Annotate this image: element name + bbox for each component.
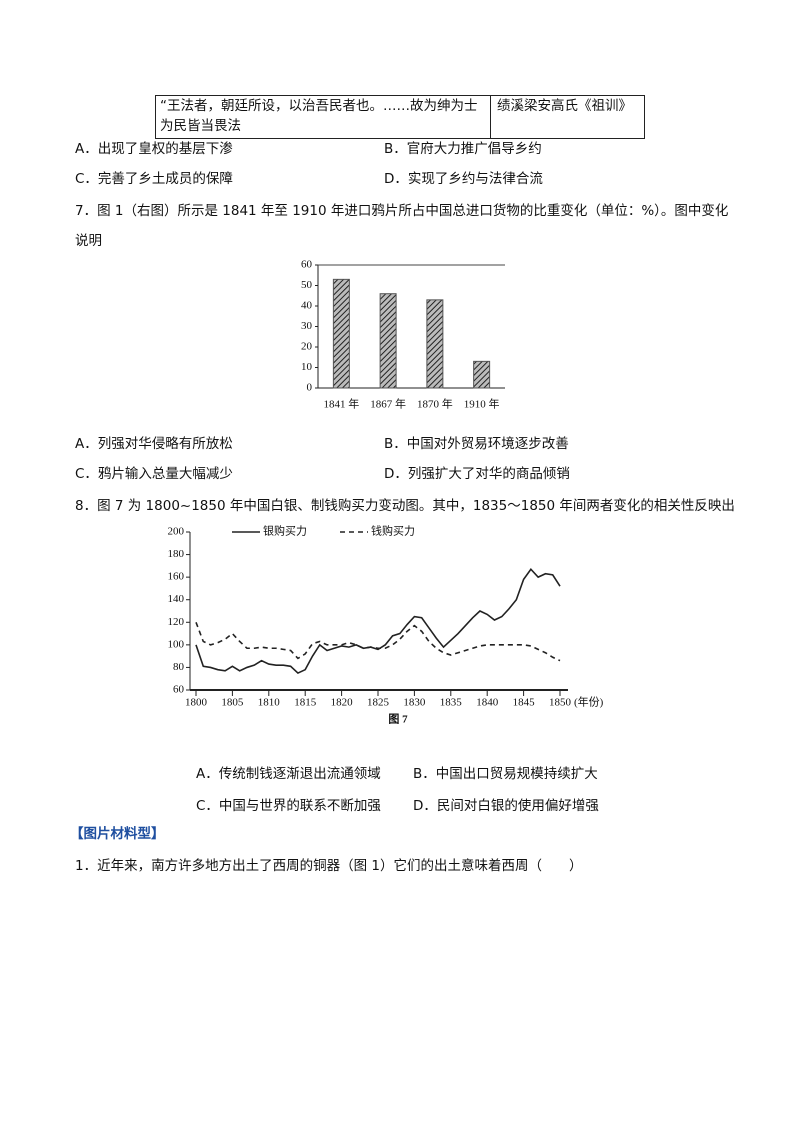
option: B．中国出口贸易规模持续扩大 xyxy=(413,766,598,782)
y-tick-label: 160 xyxy=(168,571,185,583)
y-tick-label: 20 xyxy=(301,341,313,353)
x-tick-label: 1867 年 xyxy=(370,397,406,411)
x-tick-label: 1805 xyxy=(221,697,244,709)
x-axis-label: (年份) xyxy=(574,695,604,709)
question: 1．近年来，南方许多地方出土了西周的铜器（图 1）它们的出土意味着西周（ ） xyxy=(75,858,583,874)
x-tick-label: 1850 xyxy=(549,697,572,709)
x-tick-label: 1820 xyxy=(331,697,354,709)
quote-table: “王法者，朝廷所设，以治吾民者也。……故为绅为士为民皆当畏法 绩溪梁安高氏《祖训… xyxy=(155,95,645,139)
y-tick-label: 50 xyxy=(301,279,313,291)
line xyxy=(195,567,561,675)
option: B．官府大力推广倡导乡约 xyxy=(384,141,542,157)
legend-label: 银购买力 xyxy=(263,524,307,538)
option: D．实现了乡约与法律合流 xyxy=(384,171,543,187)
y-tick-label: 120 xyxy=(168,616,185,628)
legend-label: 钱购买力 xyxy=(371,524,415,538)
y-tick-label: 60 xyxy=(173,684,185,696)
option: A．传统制钱逐渐退出流通领域 xyxy=(196,766,381,782)
bar xyxy=(332,278,350,389)
x-tick-label: 1840 xyxy=(476,697,499,709)
y-tick-label: 180 xyxy=(168,548,185,560)
option: C．鸦片输入总量大幅减少 xyxy=(75,466,233,482)
y-tick-label: 0 xyxy=(307,382,313,394)
bar xyxy=(473,360,491,389)
x-tick-label: 1825 xyxy=(367,697,390,709)
option: C．中国与世界的联系不断加强 xyxy=(196,798,381,814)
y-tick-label: 140 xyxy=(168,593,185,605)
y-tick-label: 40 xyxy=(301,300,313,312)
x-tick-label: 1870 年 xyxy=(417,397,453,411)
table-cell: 绩溪梁安高氏《祖训》 xyxy=(497,98,632,114)
x-tick-label: 1845 xyxy=(513,697,536,709)
x-tick-label: 1835 xyxy=(440,697,463,709)
x-tick-label: 1841 年 xyxy=(324,397,360,411)
x-tick-label: 1830 xyxy=(403,697,426,709)
y-tick-label: 200 xyxy=(168,526,185,538)
y-tick-label: 80 xyxy=(173,661,185,673)
y-tick-label: 10 xyxy=(301,361,313,373)
option: B．中国对外贸易环境逐步改善 xyxy=(384,436,569,452)
table-cell: “王法者，朝廷所设，以治吾民者也。……故为绅为士为民皆当畏法 xyxy=(156,96,491,138)
question: 8．图 7 为 1800~1850 年中国白银、制钱购买力变动图。其中，1835… xyxy=(75,498,735,514)
section-title: 【图片材料型】 xyxy=(70,826,165,842)
question: 7．图 1（右图）所示是 1841 年至 1910 年进口鸦片所占中国总进口货物… xyxy=(75,203,729,249)
option: C．完善了乡土成员的保障 xyxy=(75,171,233,187)
option: A．出现了皇权的基层下渗 xyxy=(75,141,233,157)
option: D．列强扩大了对华的商品倾销 xyxy=(384,466,570,482)
option: D．民间对白银的使用偏好增强 xyxy=(413,798,599,814)
option: A．列强对华侵略有所放松 xyxy=(75,436,233,452)
y-tick-label: 30 xyxy=(301,320,313,332)
x-tick-label: 1815 xyxy=(294,697,317,709)
x-tick-label: 1910 年 xyxy=(464,397,500,411)
caption: 图 7 xyxy=(388,713,408,726)
x-tick-label: 1800 xyxy=(185,697,208,709)
x-tick-label: 1810 xyxy=(258,697,281,709)
y-tick-label: 100 xyxy=(168,638,185,650)
bar xyxy=(379,293,397,389)
line xyxy=(195,622,561,662)
y-tick-label: 60 xyxy=(301,259,313,271)
bar xyxy=(426,299,444,389)
